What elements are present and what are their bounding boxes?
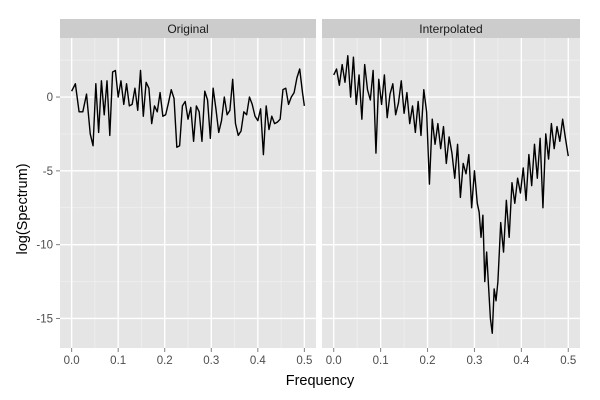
x-axis: 0.0 0.1 0.2 0.3 0.4 0.5 0.0 0.1 0.2 0.3 0.4 0.5 — [64, 348, 576, 367]
strip-label: Original — [167, 22, 208, 36]
x-tick-label: 0.2 — [420, 355, 436, 367]
y-tick-label: 0 — [47, 92, 53, 104]
y-tick-label: -10 — [36, 240, 53, 252]
x-tick-label: 0.4 — [513, 355, 530, 367]
x-tick-label: 0.5 — [296, 355, 312, 367]
series-line-original — [71, 68, 306, 156]
x-tick-label: 0.4 — [250, 355, 267, 367]
strip-label: Interpolated — [419, 22, 482, 36]
x-axis-title: Frequency — [286, 373, 355, 389]
series-line-interpolated — [333, 55, 569, 334]
panel-original: Original — [60, 19, 316, 348]
x-tick-label: 0.1 — [373, 355, 389, 367]
x-tick-label: 0.3 — [466, 355, 482, 367]
x-tick-label: 0.0 — [326, 355, 342, 367]
panel-interpolated: Interpolated — [322, 19, 580, 348]
x-tick-label: 0.1 — [110, 355, 126, 367]
x-tick-label: 0.0 — [64, 355, 80, 367]
y-tick-label: -5 — [43, 166, 53, 178]
strip-background — [60, 19, 316, 38]
x-tick-label: 0.3 — [203, 355, 219, 367]
x-tick-label: 0.5 — [560, 355, 576, 367]
x-tick-label: 0.2 — [157, 355, 173, 367]
panels-layer: Original Interpolated — [60, 19, 580, 348]
y-axis: 0 -5 -10 -15 — [36, 92, 60, 325]
strip-background — [322, 19, 580, 38]
y-axis-title: log(Spectrum) — [15, 163, 31, 254]
y-tick-label: -15 — [36, 313, 53, 325]
